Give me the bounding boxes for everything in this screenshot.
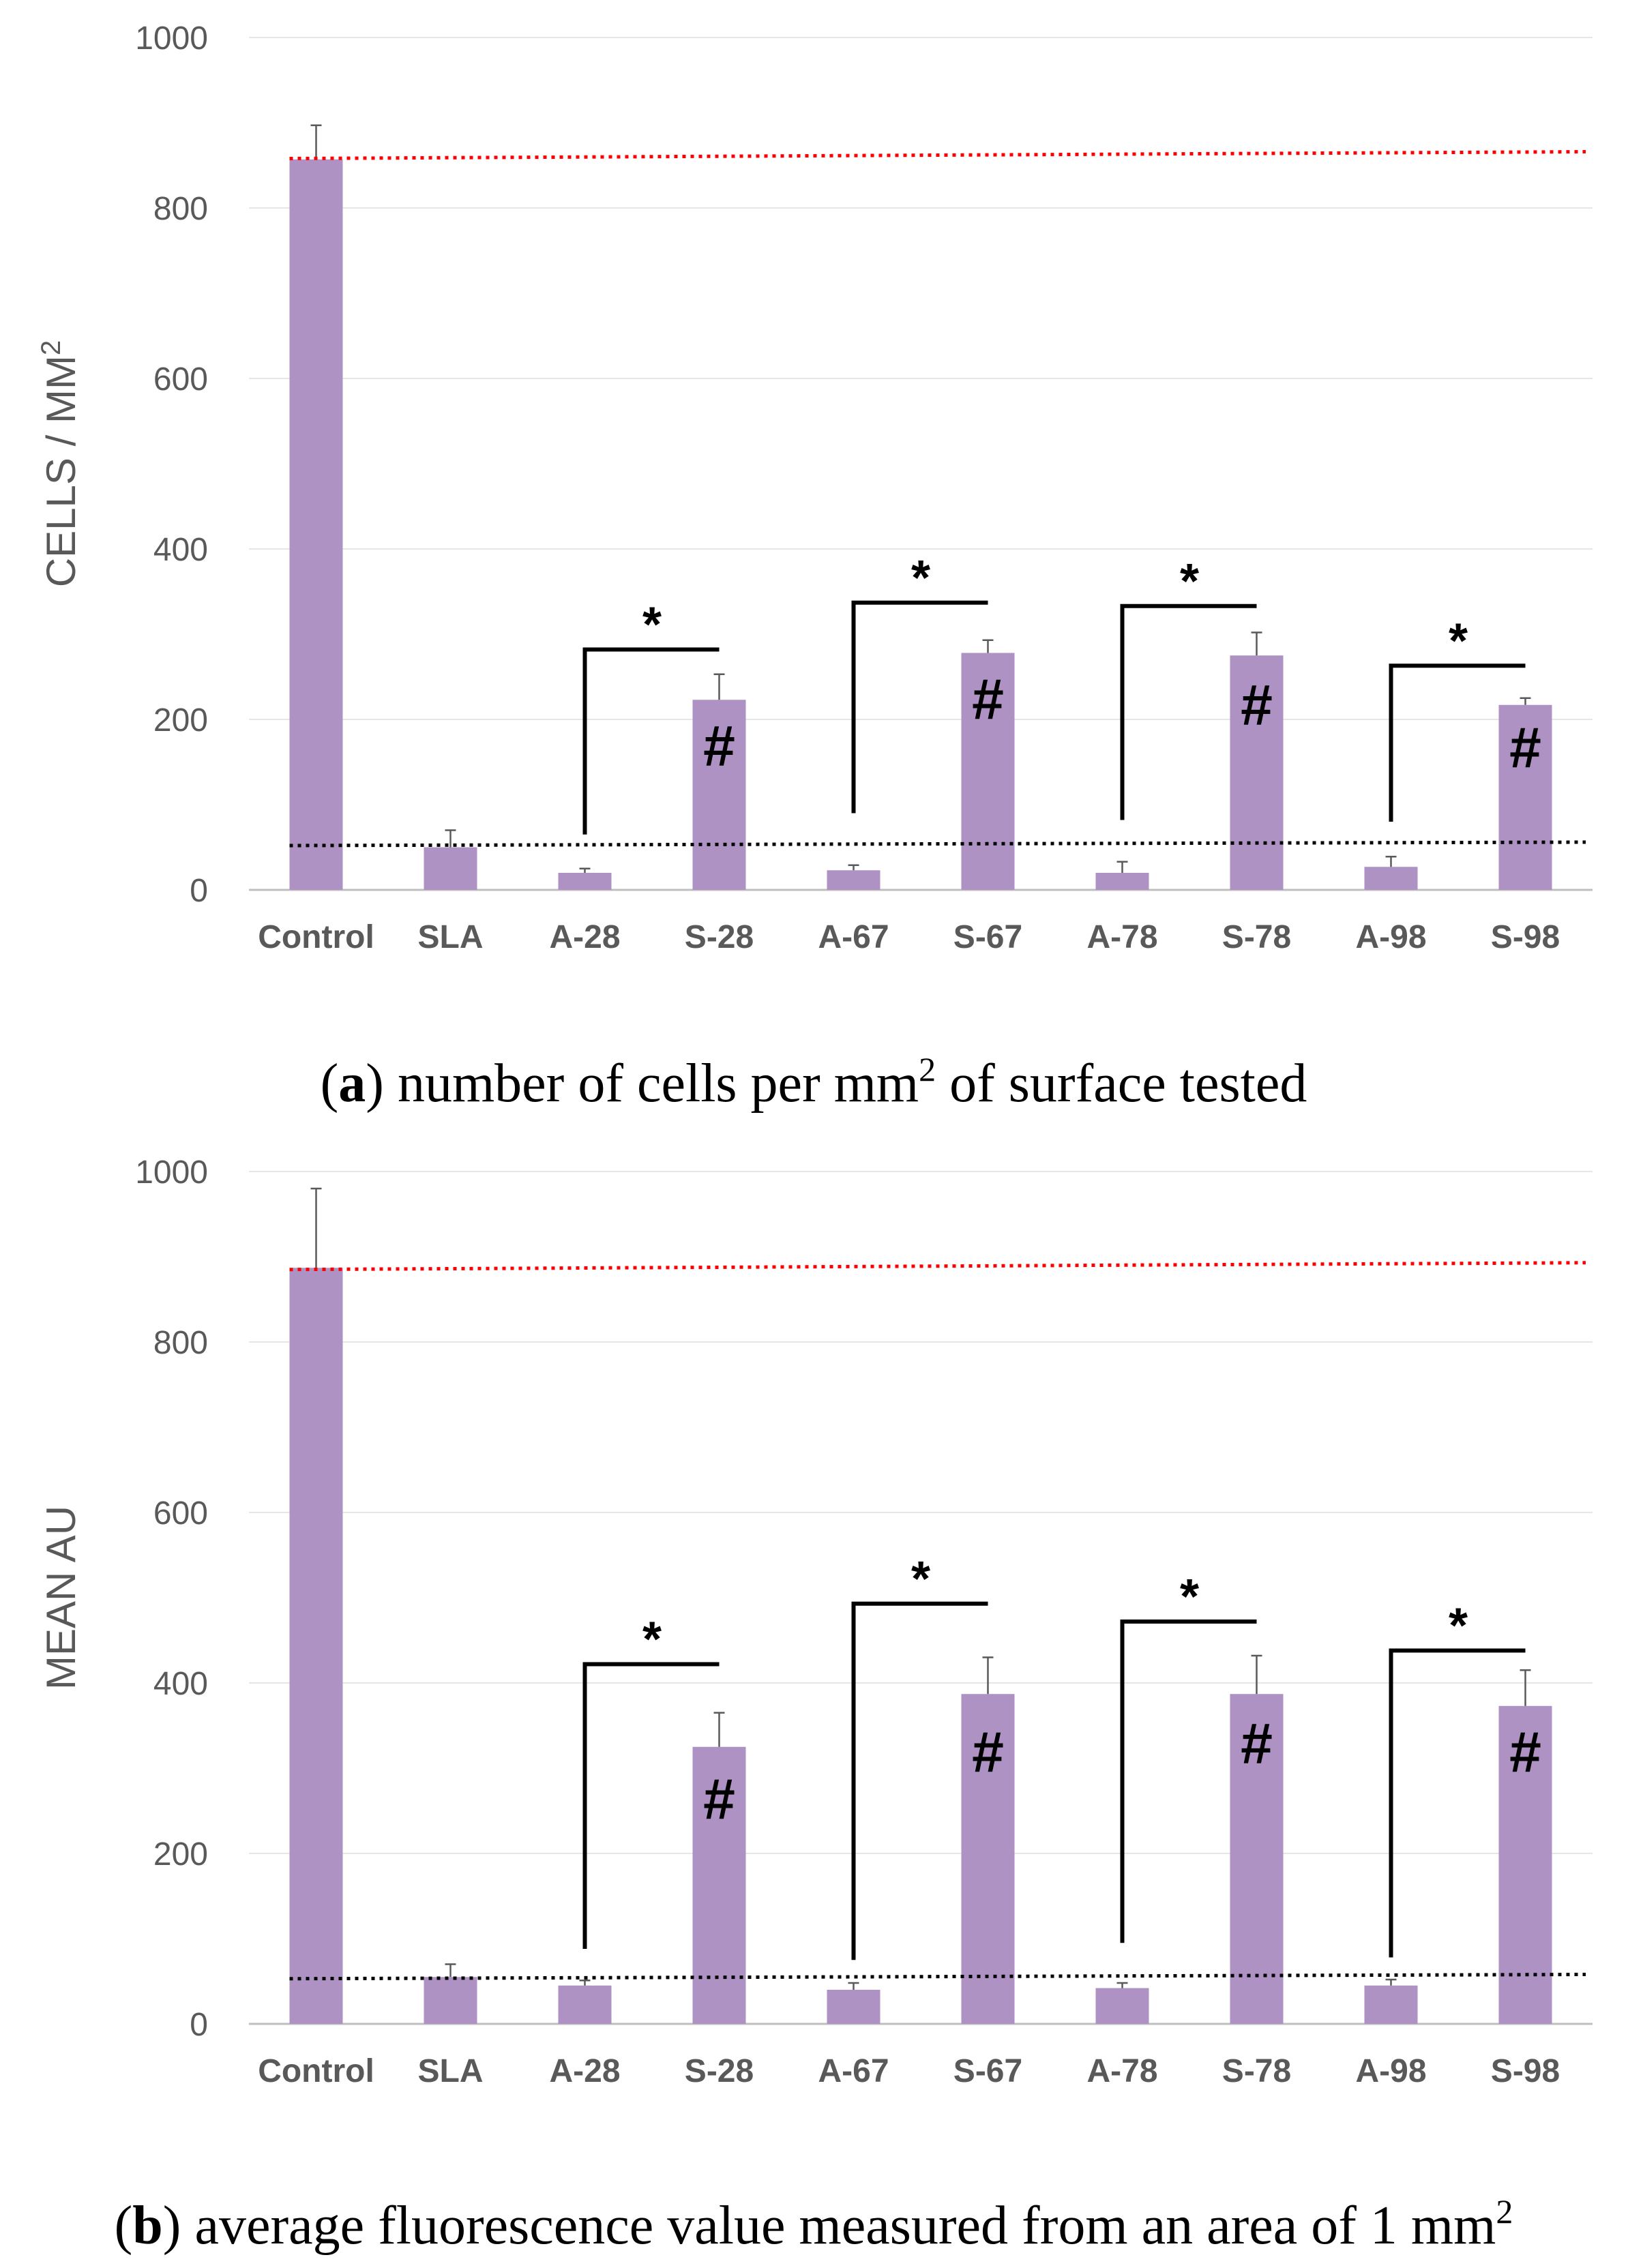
chart-panel-a: 0 200 400 600 800 1000 CELLS / MM2 Control SLA A-… [36, 20, 1593, 955]
x-tick-label: A-78 [1086, 2053, 1157, 2089]
y-tick-label: 0 [190, 873, 208, 909]
x-tick-label: A-98 [1355, 2053, 1426, 2089]
bar-A-98 [1364, 1985, 1418, 2024]
bar-A-78 [1095, 1988, 1149, 2024]
bar-A-67 [827, 870, 880, 890]
bar-A-98 [1364, 867, 1418, 890]
x-tick-label: A-67 [818, 2053, 889, 2089]
significance-bracket [1389, 663, 1526, 822]
significance-bracket [851, 600, 988, 814]
reference-line-black [289, 840, 1586, 848]
bar-S-98 [1498, 704, 1552, 890]
hash-mark: # [1241, 673, 1273, 737]
hash-mark: # [1241, 1712, 1273, 1776]
caption-sup: 2 [919, 1050, 936, 1088]
x-tick-label: A-67 [818, 919, 889, 955]
x-tick-label: S-78 [1222, 2053, 1291, 2089]
significance-asterisk: * [911, 1552, 930, 1607]
chart-panel-b: 0 200 400 600 800 1000 MEAN AU Control SLA A-28 S-… [38, 1154, 1593, 2089]
y-tick-label: 600 [153, 1495, 208, 1532]
hash-mark: # [703, 714, 735, 778]
y-tick-label: 400 [153, 1666, 208, 1702]
significance-bracket [851, 1601, 988, 1960]
bar-S-98 [1498, 1705, 1552, 2024]
caption-text: average fluorescence value measured from… [194, 2196, 1496, 2256]
significance-asterisk: * [642, 1613, 662, 1667]
hash-mark: # [972, 667, 1004, 731]
caption-letter: a [338, 1054, 366, 1114]
y-tick-label: 0 [190, 2007, 208, 2043]
caption-tail: of surface tested [936, 1054, 1307, 1114]
significance-asterisk: * [1180, 554, 1199, 609]
significance-asterisk: * [1449, 1599, 1468, 1654]
x-tick-label: Control [258, 919, 374, 955]
bar-S-78 [1230, 1694, 1284, 2024]
y-tick-label: 800 [153, 1325, 208, 1361]
x-tick-label: S-28 [685, 2053, 754, 2089]
y-tick-label: 200 [153, 1836, 208, 1872]
bar-S-78 [1230, 655, 1284, 890]
hash-mark: # [972, 1720, 1004, 1784]
hash-mark: # [703, 1767, 735, 1831]
bar-A-78 [1095, 873, 1149, 890]
significance-bracket [582, 647, 720, 835]
x-tick-label: A-98 [1355, 919, 1426, 955]
x-tick-label: Control [258, 2053, 374, 2089]
caption-sup: 2 [1496, 2192, 1513, 2230]
caption-a: (a) number of cells per mm2 of surface t… [321, 1050, 1307, 1114]
bar-S-67 [961, 1694, 1015, 2024]
bar-A-28 [558, 873, 612, 890]
y-axis-label: MEAN AU [38, 1506, 84, 1690]
significance-bracket [1120, 603, 1257, 820]
significance-asterisk: * [642, 598, 662, 653]
bar-SLA [424, 1977, 477, 2024]
bar-S-28 [692, 700, 746, 890]
reference-line-black [289, 1973, 1586, 1981]
y-tick-label: 1000 [135, 20, 208, 57]
significance-bracket [1120, 1620, 1257, 1943]
x-tick-label: SLA [418, 2053, 484, 2089]
significance-bracket [582, 1662, 720, 1949]
x-tick-label: S-67 [953, 2053, 1022, 2089]
x-tick-label: S-98 [1491, 919, 1560, 955]
bar-S-67 [961, 653, 1015, 890]
significance-asterisk: * [1449, 614, 1468, 668]
x-tick-label: A-28 [549, 2053, 620, 2089]
y-axis-label: CELLS / MM2 [36, 340, 84, 587]
bar-Control [289, 1268, 343, 2024]
hash-mark: # [1509, 715, 1541, 779]
y-tick-label: 1000 [135, 1154, 208, 1191]
caption-text: number of cells per mm [398, 1054, 919, 1114]
caption-b: (b) average fluorescence value measured … [115, 2192, 1513, 2256]
significance-asterisk: * [1180, 1570, 1199, 1624]
x-tick-label: S-98 [1491, 2053, 1560, 2089]
reference-line-red [289, 150, 1586, 160]
caption-letter: b [132, 2196, 163, 2256]
x-tick-label: S-28 [685, 919, 754, 955]
bar-A-67 [827, 1990, 880, 2024]
x-tick-label: A-28 [549, 919, 620, 955]
y-tick-label: 400 [153, 532, 208, 568]
significance-asterisk: * [911, 551, 930, 606]
bar-SLA [424, 847, 477, 890]
x-tick-label: S-78 [1222, 919, 1291, 955]
x-tick-label: SLA [418, 919, 484, 955]
y-tick-label: 800 [153, 191, 208, 227]
bar-A-28 [558, 1985, 612, 2024]
x-tick-label: A-78 [1086, 919, 1157, 955]
significance-bracket [1389, 1648, 1526, 1958]
reference-line-red [289, 1261, 1586, 1272]
x-tick-label: S-67 [953, 919, 1022, 955]
y-tick-label: 600 [153, 361, 208, 398]
bar-Control [289, 159, 343, 890]
hash-mark: # [1509, 1720, 1541, 1784]
y-tick-label: 200 [153, 702, 208, 738]
